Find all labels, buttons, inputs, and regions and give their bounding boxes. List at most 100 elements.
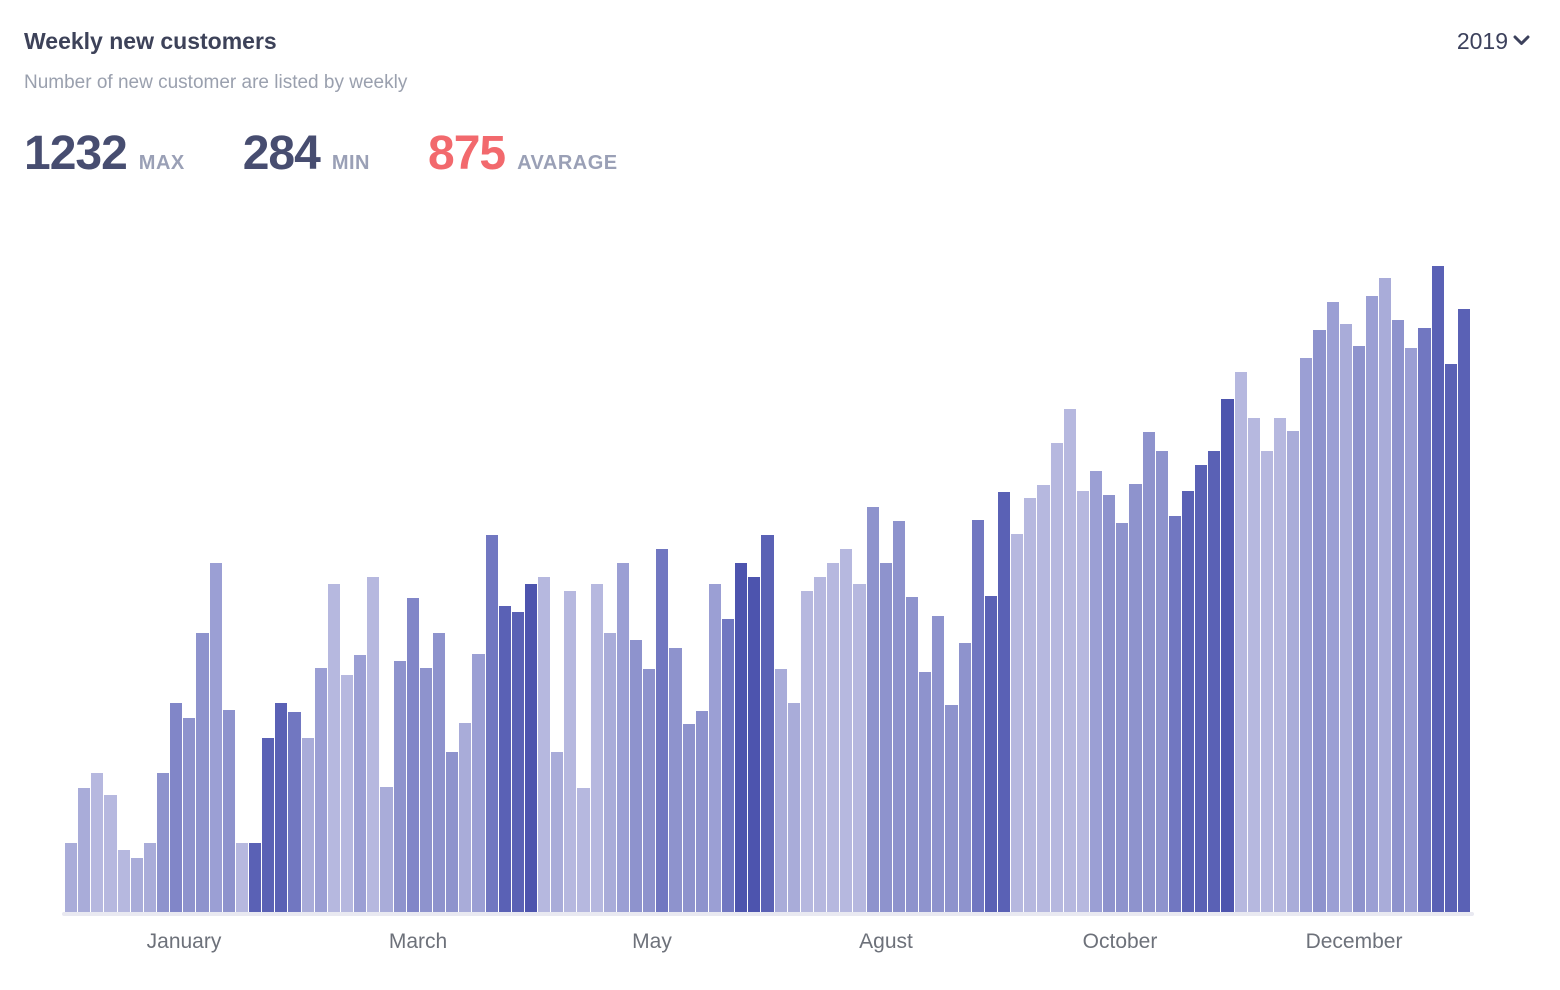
bar	[722, 619, 735, 912]
bar	[130, 858, 143, 912]
bar	[774, 669, 787, 912]
bar	[656, 549, 669, 912]
page-title: Weekly new customers	[24, 28, 277, 54]
bar	[669, 648, 682, 912]
bar	[879, 563, 892, 912]
bar	[1365, 296, 1379, 912]
bar	[1392, 320, 1405, 912]
bar	[1418, 328, 1431, 912]
bar	[1155, 451, 1168, 912]
bar	[616, 563, 630, 912]
bar	[1050, 443, 1063, 912]
bar	[748, 577, 761, 912]
bar	[340, 675, 354, 912]
bar	[1103, 495, 1116, 912]
bar	[367, 577, 380, 912]
bar	[735, 563, 748, 912]
bar	[1181, 491, 1195, 912]
bar	[485, 535, 498, 912]
bar	[1405, 348, 1418, 912]
bar	[590, 584, 603, 912]
x-axis: January March May Agust October December	[0, 930, 1560, 970]
bar	[800, 591, 814, 912]
bar	[1313, 330, 1326, 912]
x-axis-label: Agust	[859, 930, 913, 953]
bar	[459, 723, 472, 912]
bar	[183, 718, 196, 912]
bar	[1037, 485, 1050, 912]
bar	[275, 703, 288, 912]
bar	[1431, 266, 1444, 912]
bar	[354, 655, 367, 912]
bar	[1444, 364, 1457, 912]
bar	[1247, 418, 1260, 912]
year-selector[interactable]: 2019	[1457, 28, 1530, 55]
bar	[1011, 534, 1024, 912]
bar	[787, 703, 800, 912]
bar	[708, 584, 722, 912]
bar	[156, 773, 170, 912]
bar	[866, 507, 879, 912]
bar	[472, 654, 485, 912]
bar	[314, 668, 327, 912]
chart-baseline	[62, 912, 1474, 916]
bar	[327, 584, 340, 912]
bar	[892, 521, 905, 912]
bar	[406, 598, 419, 912]
stat-value: 284	[242, 127, 321, 180]
bar	[1457, 309, 1471, 912]
bar	[1116, 523, 1129, 912]
bar	[695, 711, 708, 912]
bar	[143, 843, 156, 912]
x-axis-label: March	[388, 930, 448, 953]
bar	[984, 596, 997, 912]
bar	[1221, 399, 1234, 912]
bar	[380, 787, 393, 912]
bar	[853, 584, 866, 912]
x-axis-label: October	[1082, 930, 1158, 953]
bar	[840, 549, 853, 912]
bar	[1024, 498, 1037, 912]
bar-chart	[65, 262, 1471, 912]
stat-label: MAX	[138, 152, 185, 174]
stat: 1232 MAX	[24, 126, 185, 181]
bar	[919, 672, 932, 912]
bar	[1326, 302, 1339, 912]
bar	[104, 795, 117, 912]
year-value: 2019	[1456, 28, 1508, 54]
stat-value: 1232	[24, 127, 128, 180]
bar	[1063, 409, 1076, 912]
bar	[1273, 418, 1287, 912]
bar	[170, 703, 183, 912]
bar	[827, 563, 840, 912]
bar	[551, 752, 564, 912]
bar	[1300, 358, 1313, 912]
bar	[511, 612, 524, 912]
bar	[643, 669, 656, 912]
bar	[498, 606, 511, 912]
page-subtitle: Number of new customer are listed by wee…	[24, 72, 408, 93]
bar	[524, 584, 538, 912]
stats-row: 1232 MAX 284 MIN 875 AVARAGE	[24, 126, 618, 181]
bar	[1142, 432, 1155, 912]
x-axis-label: May	[632, 930, 672, 953]
bar	[432, 633, 446, 912]
bar	[682, 724, 695, 912]
stat: 875 AVARAGE	[428, 126, 618, 181]
stat-label: AVARAGE	[517, 152, 618, 174]
bar	[393, 661, 406, 912]
bar	[1379, 278, 1392, 912]
bar	[78, 788, 91, 912]
chevron-down-icon	[1513, 32, 1530, 51]
bar	[301, 738, 314, 912]
bar	[117, 850, 130, 912]
bar	[1076, 491, 1089, 912]
bar	[1339, 324, 1352, 912]
bar	[196, 633, 209, 912]
bar	[814, 577, 827, 912]
bar	[1260, 451, 1273, 912]
bar	[945, 705, 958, 912]
bar	[222, 710, 235, 912]
bar	[262, 738, 275, 912]
